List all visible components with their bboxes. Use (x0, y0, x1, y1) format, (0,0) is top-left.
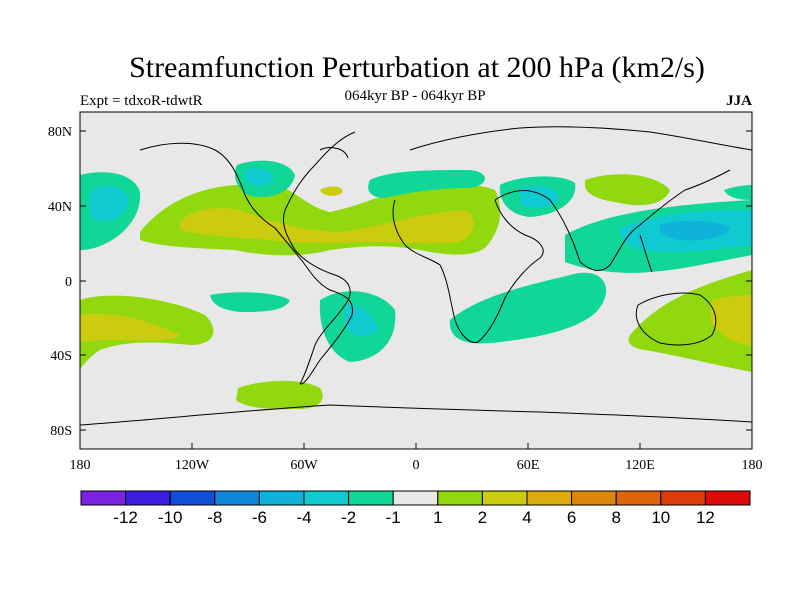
north-pacific-strong-negative (89, 185, 129, 222)
map-background (80, 112, 752, 449)
north-america-strong-negative (245, 168, 274, 186)
colorbar-label: 12 (696, 508, 715, 527)
colorbar-label: -4 (296, 508, 311, 527)
australia-positive (628, 270, 752, 372)
colorbar-swatch (481, 490, 528, 506)
africa-coast (392, 199, 544, 344)
x-tick-label: 0 (413, 458, 420, 473)
colorbar-swatch (303, 490, 350, 506)
season-label: JJA (726, 93, 752, 109)
chart-title: Streamfunction Perturbation at 200 hPa (… (129, 51, 705, 84)
colorbar-label: 4 (522, 508, 531, 527)
colorbar-label: -8 (207, 508, 222, 527)
east-asia-islands (639, 234, 653, 273)
colorbar-swatch (437, 490, 483, 506)
colorbar-label: -1 (386, 508, 401, 527)
colorbar-label: -2 (341, 508, 356, 527)
colorbar-swatch (392, 490, 439, 506)
australia-strong-positive (710, 295, 752, 345)
colorbar-swatch (571, 490, 617, 506)
colorbar-label: 6 (567, 508, 576, 527)
australia-coast (635, 292, 717, 346)
americas-east-coast (282, 131, 356, 385)
x-tick-label: 180 (742, 458, 763, 473)
strongest-negative-regions (659, 220, 730, 241)
colorbar-swatch (169, 490, 216, 506)
north-atlantic-negative (368, 170, 485, 198)
colorbar-label: 1 (433, 508, 442, 527)
colorbar-label: 10 (651, 508, 670, 527)
colorbar-label: -12 (113, 508, 138, 527)
strong-positive-regions (80, 186, 752, 345)
colorbar-swatch (526, 490, 573, 506)
colorbar-swatch (214, 490, 260, 506)
subtropical-strong-positive (180, 208, 475, 244)
colorbar-swatch (80, 490, 127, 506)
x-tick-label: 180 (70, 458, 91, 473)
x-tick-label: 60W (290, 458, 318, 473)
axis-ticks (79, 130, 753, 449)
colorbar-label: -10 (158, 508, 183, 527)
south-atlantic-positive (236, 380, 323, 410)
colorbar-label: 2 (478, 508, 487, 527)
y-tick-label: 0 (65, 275, 72, 290)
greenland-coast (319, 147, 349, 159)
y-tick-label: 80S (50, 424, 72, 439)
eurasia-south-coast (494, 169, 731, 272)
colorbar-label: 8 (611, 508, 620, 527)
south-pacific-negative-2 (210, 292, 290, 312)
y-tick-label: 40N (48, 200, 72, 215)
west-pacific-core-negative (659, 220, 730, 241)
x-tick-label: 60E (517, 458, 540, 473)
colorbar-label: -6 (252, 508, 267, 527)
colorbar-swatch (348, 490, 394, 506)
colorbar-swatch (704, 490, 751, 506)
coastlines (80, 126, 752, 426)
south-pacific-strong-positive (80, 313, 180, 342)
indian-ocean-negative (449, 272, 607, 344)
colorbar: -12 -10 -8 -6 -4 -2 -1 1 2 4 6 8 10 12 (80, 490, 751, 527)
colorbar-swatch (125, 490, 171, 506)
colorbar-swatch (660, 490, 706, 506)
antarctica-coast (80, 404, 752, 426)
central-asia-positive (585, 174, 670, 206)
south-america-strong-negative (345, 304, 378, 337)
colorbar-swatch (258, 490, 305, 506)
x-tick-label: 120E (625, 458, 655, 473)
north-atlantic-positive (320, 186, 343, 196)
eurasia-strong-negative (520, 186, 559, 208)
map-plot-area (80, 112, 752, 449)
y-tick-label: 40S (50, 349, 72, 364)
colorbar-swatch (615, 490, 662, 506)
y-tick-label: 80N (48, 125, 72, 140)
period-label: 064kyr BP - 064kyr BP (344, 88, 486, 104)
americas-west-coast (139, 142, 354, 385)
far-east-negative (724, 185, 752, 200)
experiment-label: Expt = tdxoR-tdwtR (80, 93, 203, 109)
eurasia-north-coast (409, 126, 752, 151)
x-tick-label: 120W (175, 458, 210, 473)
